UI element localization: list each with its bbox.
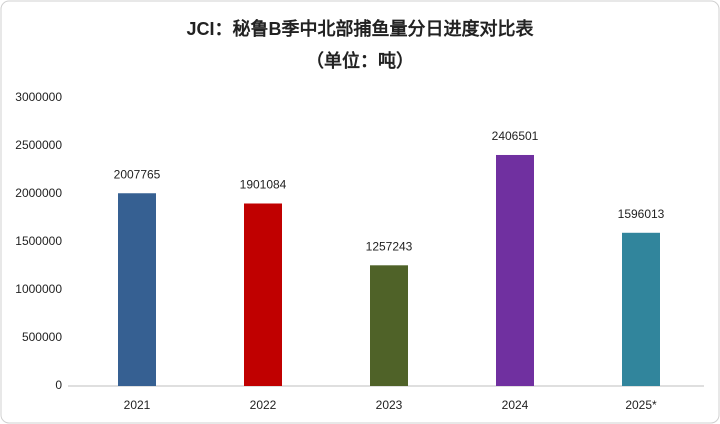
bar [244, 203, 282, 386]
y-tick-label: 1500000 [15, 234, 62, 248]
bar [496, 154, 534, 386]
x-tick-label: 2023 [376, 398, 403, 412]
x-tick-label: 2022 [250, 398, 277, 412]
y-tick-label: 500000 [22, 330, 62, 344]
x-tick-label: 2021 [124, 398, 151, 412]
data-label: 1257243 [366, 239, 413, 253]
y-tick-label: 2000000 [15, 186, 62, 200]
y-tick-label: 1000000 [15, 282, 62, 296]
data-label: 1901084 [240, 178, 287, 192]
chart-subtitle: （单位：吨） [306, 50, 414, 71]
data-label: 2406501 [492, 129, 539, 143]
bar [370, 265, 408, 386]
x-tick-label: 2024 [502, 398, 529, 412]
y-tick-label: 0 [55, 378, 62, 392]
y-tick-label: 3000000 [15, 90, 62, 104]
data-label: 1596013 [618, 207, 665, 221]
y-tick-label: 2500000 [15, 138, 62, 152]
bar [118, 193, 156, 386]
bar [622, 232, 660, 386]
data-label: 2007765 [114, 167, 161, 181]
chart-title: JCI：秘鲁B季中北部捕鱼量分日进度对比表 [186, 18, 534, 39]
x-tick-label: 2025* [625, 398, 657, 412]
